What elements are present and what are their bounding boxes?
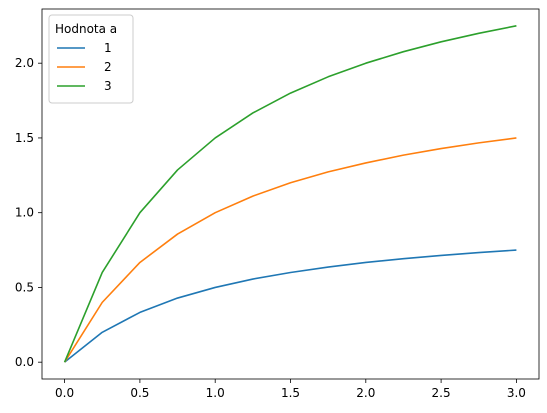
y-tick-label: 0.0: [15, 355, 34, 369]
x-tick-label: 3.0: [507, 386, 526, 400]
x-tick-label: 1.5: [281, 386, 300, 400]
x-axis-ticks: 0.0 0.5 1.0 1.5 2.0 2.5 3.0: [55, 379, 526, 400]
series-line-1: [64, 249, 517, 363]
series-line-2: [63, 137, 517, 363]
x-tick-label: 0.5: [130, 386, 149, 400]
y-tick-label: 1.0: [15, 206, 34, 220]
y-axis-ticks: 0.0 0.5 1.0 1.5 2.0: [15, 56, 42, 369]
legend-box: [48, 14, 134, 104]
legend-label-1: 1: [104, 41, 112, 55]
x-tick-label: 2.5: [432, 386, 451, 400]
series-layer: [63, 25, 517, 363]
x-tick-label: 0.0: [55, 386, 74, 400]
y-tick-label: 0.5: [15, 280, 34, 294]
legend: Hodnota a 1 2 3: [48, 14, 134, 104]
legend-label-2: 2: [104, 60, 112, 74]
legend-label-3: 3: [104, 79, 112, 93]
y-tick-label: 1.5: [15, 131, 34, 145]
y-tick-label: 2.0: [15, 56, 34, 70]
legend-items: 1 2 3: [57, 41, 112, 93]
x-tick-label: 1.0: [206, 386, 225, 400]
x-tick-label: 2.0: [356, 386, 375, 400]
series-line-3: [63, 25, 517, 363]
legend-title: Hodnota a: [55, 22, 117, 36]
